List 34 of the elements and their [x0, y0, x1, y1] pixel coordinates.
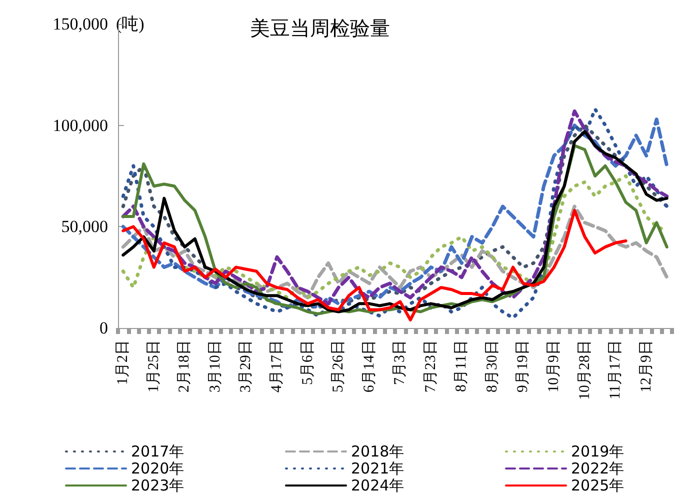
- x-tick-label: 12月9日: [638, 340, 654, 392]
- x-tick-label: 2月18日: [176, 340, 193, 392]
- x-tick-label: 8月30日: [484, 340, 500, 392]
- chart-title: 美豆当周检验量: [250, 17, 390, 40]
- x-tick-label: 3月29日: [238, 340, 254, 392]
- x-tick-label: 1月25日: [146, 340, 162, 392]
- legend-label: 2025年: [571, 476, 624, 494]
- x-tick-label: 10月9日: [546, 340, 562, 392]
- x-tick-label: 8月11日: [454, 340, 470, 392]
- y-tick-label: 150,000: [52, 14, 108, 34]
- legend-label: 2024年: [351, 476, 404, 494]
- y-tick-label: 50,000: [61, 217, 108, 236]
- x-tick-label: 4月17日: [269, 340, 286, 392]
- legend-label: 2017年: [131, 442, 184, 460]
- x-tick-label: 10月28日: [576, 340, 593, 400]
- y-tick-label: 100,000: [52, 116, 108, 135]
- x-tick-label: 9月19日: [515, 340, 532, 392]
- x-tick-label: 3月10日: [207, 340, 224, 392]
- y-tick-label: 0: [100, 318, 108, 338]
- legend-label: 2018年: [351, 442, 404, 460]
- x-tick-label: 5月26日: [330, 340, 347, 392]
- x-tick-label: 6月14日: [361, 340, 378, 392]
- x-tick-label: 7月23日: [422, 340, 439, 392]
- x-tick-label: 7月3日: [392, 340, 408, 385]
- legend-label: 2020年: [131, 460, 184, 478]
- legend-label: 2022年: [571, 460, 624, 478]
- x-tick-label: 11月17日: [608, 340, 624, 400]
- line-series: [122, 208, 628, 322]
- x-tick-label: 5月6日: [300, 340, 316, 385]
- x-tick-label: 1月2日: [115, 340, 132, 385]
- line-series: [121, 204, 669, 300]
- legend-label: 2023年: [131, 476, 184, 494]
- legend-label: 2021年: [351, 460, 404, 478]
- legend-label: 2019年: [571, 442, 624, 460]
